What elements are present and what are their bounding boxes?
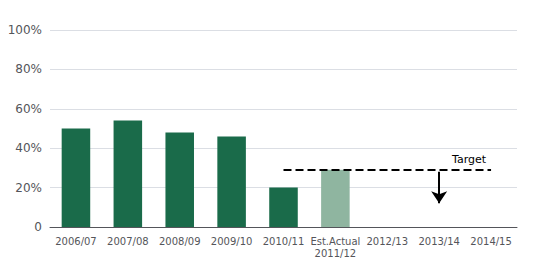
svg-text:80%: 80%	[15, 62, 42, 76]
svg-text:Target: Target	[451, 153, 487, 166]
svg-text:60%: 60%	[15, 102, 42, 116]
svg-text:2014/15: 2014/15	[470, 236, 512, 247]
svg-text:0: 0	[34, 220, 42, 234]
svg-text:2007/08: 2007/08	[107, 236, 149, 247]
svg-text:20%: 20%	[15, 181, 42, 195]
svg-text:Est.Actual: Est.Actual	[310, 236, 360, 247]
svg-text:2008/09: 2008/09	[159, 236, 201, 247]
svg-text:2009/10: 2009/10	[211, 236, 253, 247]
svg-text:2006/07: 2006/07	[55, 236, 97, 247]
svg-text:100%: 100%	[8, 23, 42, 37]
svg-text:40%: 40%	[15, 141, 42, 155]
svg-text:2011/12: 2011/12	[315, 248, 357, 259]
svg-text:2013/14: 2013/14	[418, 236, 460, 247]
svg-text:2012/13: 2012/13	[367, 236, 409, 247]
svg-text:2010/11: 2010/11	[263, 236, 305, 247]
